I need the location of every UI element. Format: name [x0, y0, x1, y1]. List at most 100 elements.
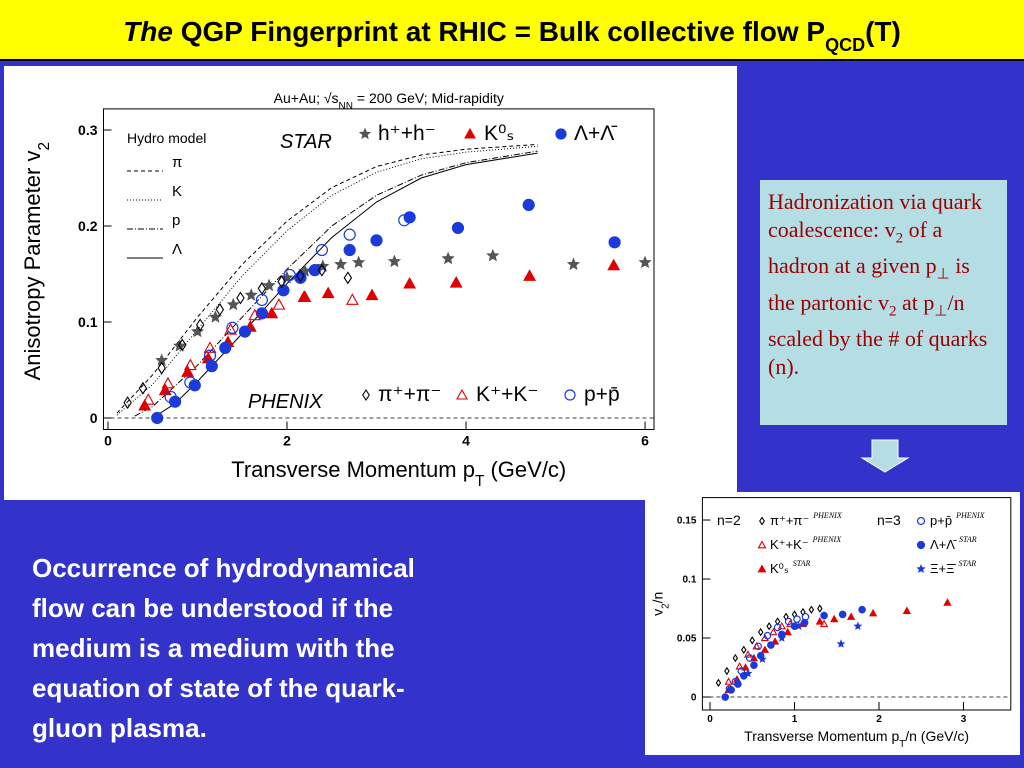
x-tick-label: 2	[876, 714, 882, 725]
title-part: QGP Fingerprint at RHIC = Bulk collectiv…	[173, 16, 825, 47]
marker	[564, 389, 576, 401]
marker	[184, 376, 197, 389]
marker	[607, 258, 621, 271]
body-line: Occurrence of hydrodynamical	[32, 553, 415, 583]
marker	[741, 645, 747, 655]
text-part: (GeV/c)	[484, 457, 566, 482]
marker	[272, 298, 286, 310]
marker	[244, 288, 258, 301]
marker	[830, 614, 839, 623]
legend-label: p	[172, 212, 180, 229]
marker	[783, 627, 792, 636]
text-part: = 200 GeV; Mid-rapidity	[353, 90, 504, 106]
marker	[362, 388, 370, 402]
subscript: NN	[339, 100, 353, 111]
legend-experiment: PHENIX	[812, 535, 843, 544]
note-box: Hadronization via quark coalescence: v2 …	[760, 180, 1007, 425]
marker	[735, 662, 744, 670]
body-text: Occurrence of hydrodynamical flow can be …	[32, 548, 592, 748]
note-text: /n scaled by the # of quarks (n).	[768, 289, 988, 380]
body-line: equation of state of the quark-	[32, 673, 405, 703]
marker	[157, 361, 166, 375]
marker	[743, 668, 753, 678]
marker	[449, 276, 463, 288]
subscript: 2	[888, 303, 897, 320]
x-axis-label: Transverse Momentum pT (GeV/c)	[231, 457, 566, 490]
text-part: Anisotropy Parameter v	[20, 151, 45, 381]
legend-label: p+p̄ PHENIX	[930, 511, 986, 528]
marker	[308, 264, 321, 277]
marker	[226, 297, 240, 311]
body-line: gluon plasma.	[32, 713, 207, 743]
legend-name: p+p̄	[930, 513, 952, 528]
legend-name: Λ+Λ̄	[930, 537, 957, 552]
marker	[793, 615, 801, 623]
title-part: QCD	[825, 35, 865, 55]
marker	[255, 307, 269, 320]
y-tick-label: 0.05	[677, 634, 697, 645]
marker	[820, 611, 828, 620]
marker	[808, 605, 815, 614]
marker	[721, 693, 730, 701]
legend-label: h⁺+h⁻	[378, 122, 436, 145]
marker	[456, 388, 468, 400]
chart-title: Au+Au; √sNN = 200 GeV; Mid-rapidity	[274, 90, 504, 112]
legend-label: K⁺+K⁻	[476, 383, 538, 406]
marker	[817, 604, 823, 613]
marker	[724, 677, 733, 685]
legend-experiment: STAR	[793, 559, 811, 568]
subscript: T	[899, 738, 905, 749]
marker	[343, 228, 356, 241]
hydro-line	[134, 150, 538, 417]
marker	[321, 286, 335, 299]
y-tick-label: 0.1	[78, 314, 98, 330]
subscript: ⊥	[934, 303, 948, 320]
marker	[138, 381, 148, 395]
marker	[296, 269, 305, 283]
marker	[262, 278, 276, 292]
marker	[138, 398, 152, 411]
marker	[757, 540, 767, 549]
legend-name: Ξ+Ξ̄	[930, 561, 956, 576]
marker	[464, 127, 476, 139]
marker	[868, 608, 878, 617]
note-text: is the partonic v	[768, 253, 970, 315]
hydro-line	[116, 145, 538, 416]
arrow	[860, 439, 910, 473]
subscript: 2	[895, 230, 904, 247]
x-tick-label: 2	[283, 433, 291, 449]
x-tick-label: 0	[707, 714, 713, 725]
marker	[370, 234, 383, 247]
marker	[759, 516, 765, 526]
note-text: at p	[896, 289, 935, 315]
y-axis-label: Anisotropy Parameter v2	[20, 142, 53, 380]
legend-label: K⁰ₛ STAR	[770, 559, 810, 576]
marker	[555, 128, 567, 140]
charts: 0 2 4 6 0 0.1 0.2 0.3 Au+Au; √sNN = 200 GeV; Mid…	[20, 90, 1012, 749]
legend-experiment: PHENIX	[812, 511, 843, 520]
y-tick-label: 0.2	[78, 218, 98, 234]
text-part: Transverse Momentum p	[744, 728, 899, 744]
legend-label: K⁰ₛ	[484, 122, 514, 145]
body-line: medium is a medium with the	[32, 633, 395, 663]
legend-label: Λ	[172, 241, 182, 258]
marker	[794, 621, 804, 630]
marker	[315, 243, 329, 257]
legend-experiment: STAR	[959, 559, 977, 568]
text-part: /n (GeV/c)	[905, 728, 969, 744]
legend-name: π⁺+π⁻	[770, 513, 809, 528]
legend-name: K⁺+K⁻	[770, 537, 809, 552]
marker	[838, 610, 847, 619]
y-tick-label: 0.1	[682, 575, 696, 586]
marker	[750, 661, 758, 669]
marker	[238, 325, 252, 338]
marker	[853, 621, 863, 630]
marker	[916, 564, 926, 573]
marker	[773, 623, 782, 632]
legend-label: π	[172, 154, 182, 171]
marker	[902, 606, 912, 614]
marker	[236, 291, 245, 305]
marker	[161, 376, 175, 389]
plot-frame	[103, 108, 655, 431]
marker	[277, 284, 290, 297]
